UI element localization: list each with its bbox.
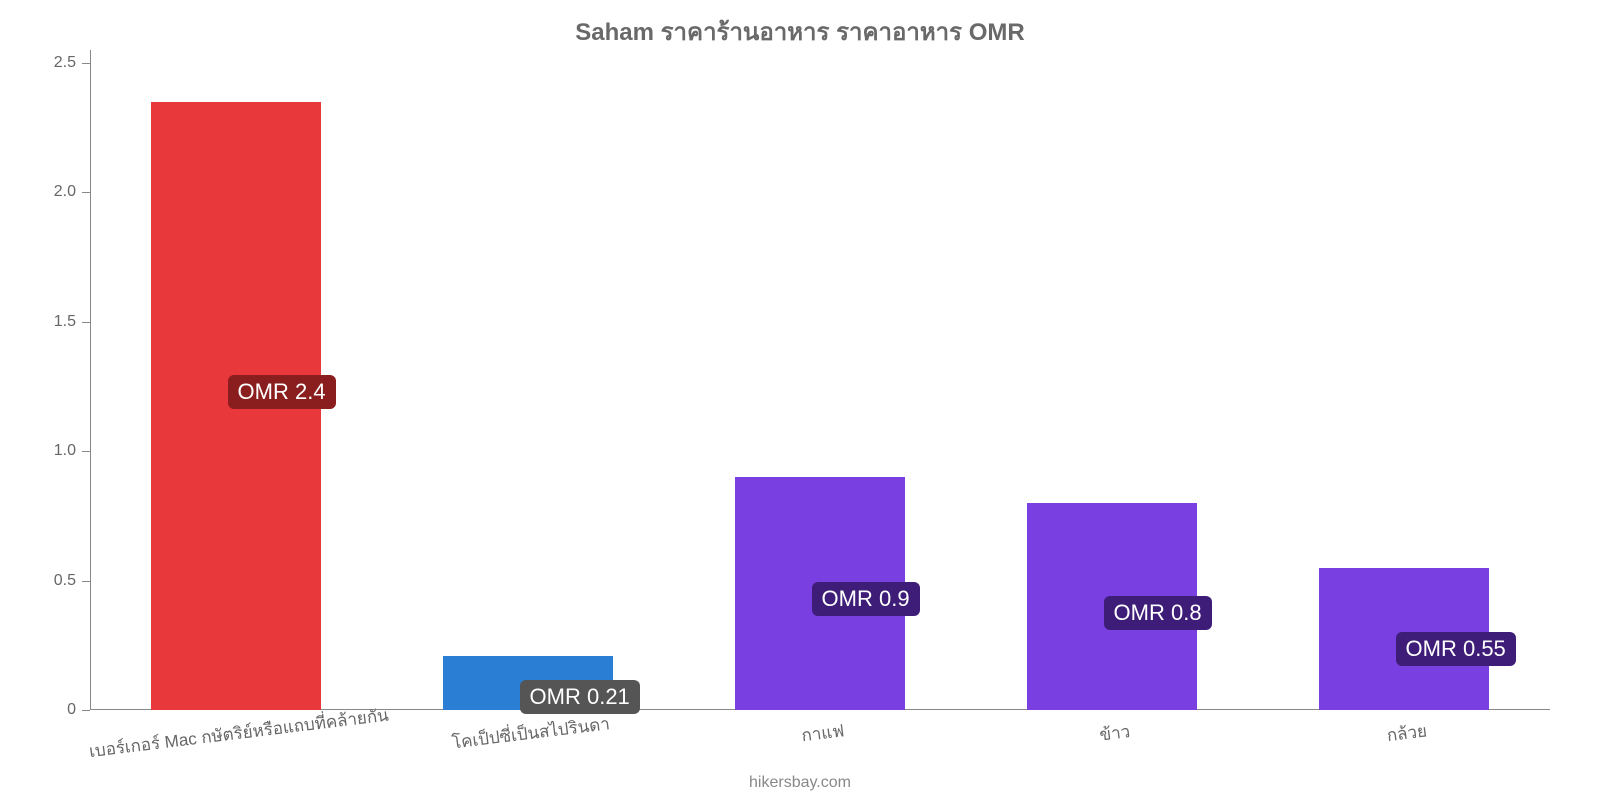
bar-value-label: OMR 0.8 xyxy=(1104,596,1212,630)
y-tick-label: 1.5 xyxy=(54,313,90,331)
bar-value-label: OMR 0.55 xyxy=(1396,632,1516,666)
plot-area: 00.51.01.52.02.5OMR 2.4เบอร์เกอร์ Mac กษ… xyxy=(90,50,1550,710)
bar-value-label: OMR 2.4 xyxy=(228,375,336,409)
chart-container: Saham ราคาร้านอาหาร ราคาอาหาร OMR 00.51.… xyxy=(0,0,1600,800)
y-axis-line xyxy=(90,50,91,710)
x-tick-label: กาแฟ xyxy=(799,707,846,749)
x-tick-label: ข้าว xyxy=(1097,708,1132,748)
bar-value-label: OMR 0.9 xyxy=(812,582,920,616)
x-tick-label: กล้วย xyxy=(1384,708,1428,750)
y-tick-label: 0.5 xyxy=(54,572,90,590)
chart-title: Saham ราคาร้านอาหาร ราคาอาหาร OMR xyxy=(0,12,1600,51)
source-text: hikersbay.com xyxy=(0,774,1600,792)
y-tick-label: 0 xyxy=(67,701,90,719)
y-tick-label: 2.0 xyxy=(54,183,90,201)
y-tick-label: 1.0 xyxy=(54,442,90,460)
y-tick-label: 2.5 xyxy=(54,54,90,72)
